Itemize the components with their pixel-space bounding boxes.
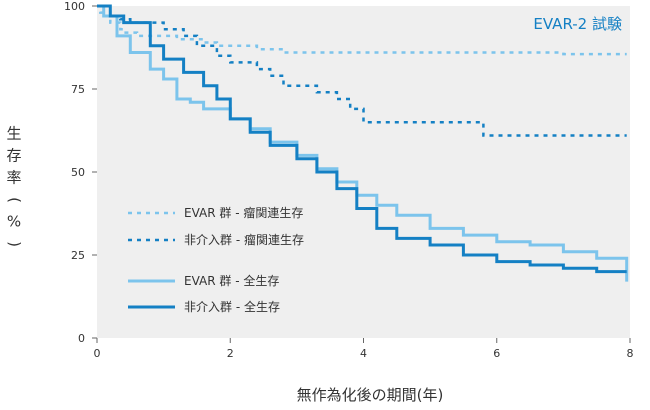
y-tick-label: 100 bbox=[64, 0, 85, 13]
x-axis-ticks: 0 2 4 6 8 bbox=[94, 338, 634, 360]
y-axis-title-char: 生 bbox=[6, 125, 21, 143]
series-line-4 bbox=[97, 4, 627, 274]
plot-area bbox=[97, 6, 630, 338]
x-tick-label: 8 bbox=[627, 347, 634, 360]
series-line-2 bbox=[97, 4, 627, 137]
x-tick-label: 2 bbox=[227, 347, 234, 360]
y-axis-title-char: ) bbox=[6, 241, 24, 247]
y-tick-label: 75 bbox=[71, 83, 85, 96]
legend-label: EVAR 群 - 瘤関連生存 bbox=[184, 205, 303, 220]
y-axis-title-char: 存 bbox=[6, 147, 21, 165]
chart-annotation: EVAR-2 試験 bbox=[533, 15, 622, 33]
series-lines bbox=[97, 4, 629, 282]
y-tick-label: 25 bbox=[71, 249, 85, 262]
legend-label: 非介入群 - 瘤関連生存 bbox=[184, 232, 304, 247]
x-axis-title: 無作為化後の期間(年) bbox=[297, 386, 444, 404]
y-axis-title: 生存率 (%) bbox=[6, 125, 24, 247]
y-axis-title-char: ( bbox=[6, 197, 24, 203]
x-tick-label: 6 bbox=[493, 347, 500, 360]
legend-label: 非介入群 - 全生存 bbox=[184, 299, 280, 314]
y-axis-title-char: 率 bbox=[6, 169, 21, 187]
y-axis-ticks: 0 25 50 75 100 bbox=[64, 0, 97, 345]
y-tick-label: 50 bbox=[71, 166, 85, 179]
y-axis-title-char: % bbox=[7, 213, 21, 231]
x-tick-label: 4 bbox=[360, 347, 367, 360]
legend-label: EVAR 群 - 全生存 bbox=[184, 273, 279, 288]
x-tick-label: 0 bbox=[94, 347, 101, 360]
y-tick-label: 0 bbox=[78, 332, 85, 345]
